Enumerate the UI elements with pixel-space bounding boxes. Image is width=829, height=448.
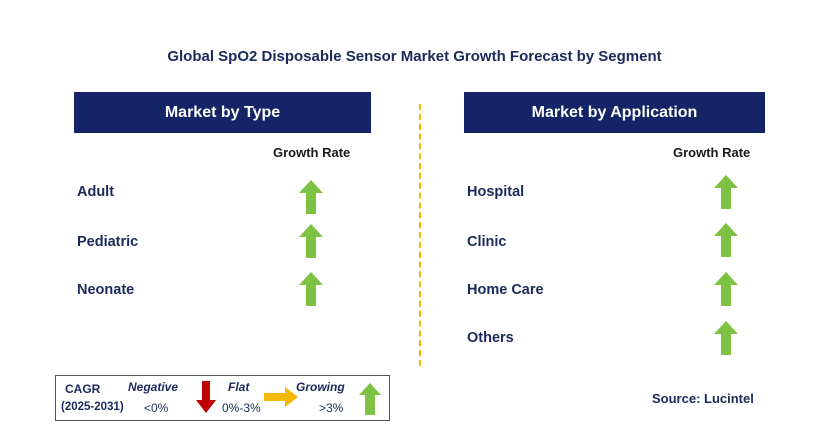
growth-up-arrow-icon (714, 223, 738, 257)
cagr-legend: CAGR (2025-2031) Negative <0% Flat 0%-3%… (55, 375, 390, 421)
panel-divider (419, 104, 421, 366)
growth-rate-header-type: Growth Rate (273, 145, 351, 160)
legend-cagr-label: CAGR (65, 382, 101, 396)
legend-negative-label: Negative (128, 380, 179, 394)
segment-label-pediatric: Pediatric (77, 234, 139, 250)
chart-title: Global SpO2 Disposable Sensor Market Gro… (167, 48, 662, 65)
growing-up-arrow-icon (359, 383, 381, 420)
flat-right-arrow-icon (264, 387, 298, 412)
growth-up-arrow-icon (299, 224, 323, 258)
legend-growing-range: >3% (319, 401, 344, 415)
growth-up-arrow-icon (714, 272, 738, 306)
segment-label-adult: Adult (77, 184, 115, 200)
segment-label-neonate: Neonate (77, 282, 135, 298)
panel-header-type: Market by Type (74, 92, 371, 133)
growth-rate-header-application: Growth Rate (673, 145, 751, 160)
source-note: Source: Lucintel (652, 391, 754, 406)
legend-flat-label: Flat (228, 380, 250, 394)
segment-label-clinic: Clinic (467, 234, 507, 250)
segment-label-hospital: Hospital (467, 184, 525, 200)
negative-down-arrow-icon (196, 381, 216, 418)
growth-up-arrow-icon (714, 175, 738, 209)
legend-negative-range: <0% (144, 401, 169, 415)
segment-label-home-care: Home Care (467, 282, 544, 298)
panel-header-application: Market by Application (464, 92, 765, 133)
legend-flat-range: 0%-3% (222, 401, 261, 415)
growth-up-arrow-icon (714, 321, 738, 355)
segment-label-others: Others (467, 330, 514, 346)
legend-growing-label: Growing (296, 380, 345, 394)
growth-up-arrow-icon (299, 272, 323, 306)
legend-period: (2025-2031) (61, 401, 124, 413)
growth-up-arrow-icon (299, 180, 323, 214)
